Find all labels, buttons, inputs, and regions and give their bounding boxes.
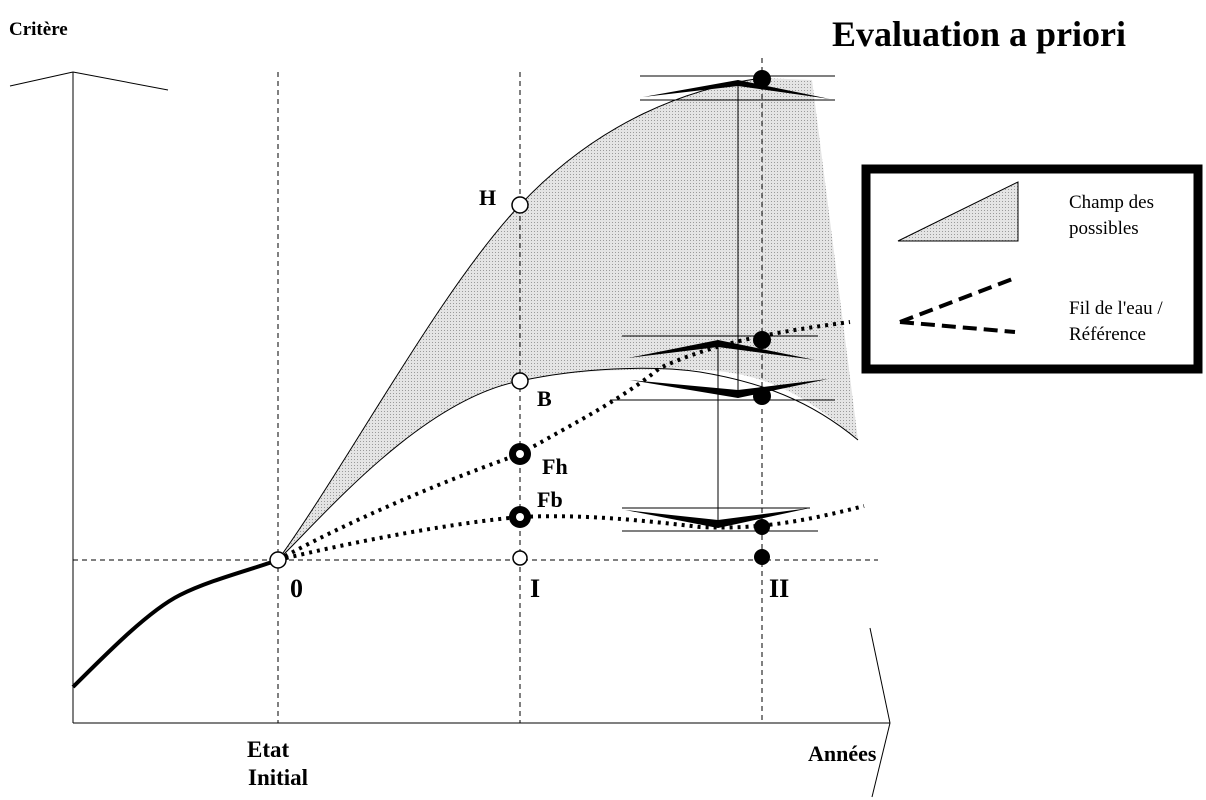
- label-fh: Fh: [542, 454, 568, 479]
- point-ii-mid: [753, 387, 771, 405]
- legend-field-label-line2: possibles: [1069, 218, 1139, 239]
- range-bar-middle-marker-lower: [630, 379, 828, 398]
- upper-envelope-curve: [277, 77, 763, 561]
- x-axis-arrow-top: [869, 627, 891, 724]
- marker-label-ii: II: [769, 574, 790, 603]
- point-b: [511, 372, 529, 390]
- initial-state-label-line2: Initial: [248, 765, 309, 790]
- history-curve: [71, 558, 279, 689]
- label-fb: Fb: [537, 487, 563, 512]
- point-ii-low: [754, 519, 770, 535]
- legend-reference-line-lower: [899, 320, 1016, 334]
- x-axis-label: Années: [808, 741, 877, 766]
- point-h: [511, 196, 529, 214]
- point-fb-inner: [516, 513, 524, 521]
- point-origin: [269, 551, 287, 569]
- x-axis-arrow-bottom: [871, 722, 891, 798]
- legend-field-swatch: [897, 181, 1019, 242]
- y-axis-arrow-right: [72, 71, 169, 91]
- label-b: B: [537, 386, 552, 411]
- y-axis-arrow-left: [9, 71, 74, 87]
- point-i-baseline: [512, 550, 528, 566]
- initial-state-label-line1: Etat: [247, 737, 290, 762]
- marker-label-zero: 0: [290, 574, 303, 603]
- lower-envelope-curve: [277, 367, 859, 561]
- point-fh-inner: [516, 450, 524, 458]
- label-h: H: [479, 185, 497, 210]
- marker-label-i: I: [530, 574, 541, 603]
- legend-reference-label-line2: Référence: [1069, 324, 1146, 345]
- legend-field-label-line1: Champ des: [1069, 192, 1154, 213]
- point-ii-high: [753, 331, 771, 349]
- point-ii-top: [753, 70, 771, 88]
- field-of-possibles-area: [278, 78, 858, 560]
- legend-reference-label-line1: Fil de l'eau /: [1069, 298, 1163, 319]
- diagram-title: Evaluation a priori: [832, 14, 1127, 54]
- legend-box: [861, 164, 1203, 374]
- range-bar-middle-marker-upper: [628, 340, 815, 360]
- point-ii-baseline: [754, 549, 770, 565]
- y-axis-label: Critère: [9, 19, 68, 40]
- range-bar-top-marker: [643, 80, 830, 99]
